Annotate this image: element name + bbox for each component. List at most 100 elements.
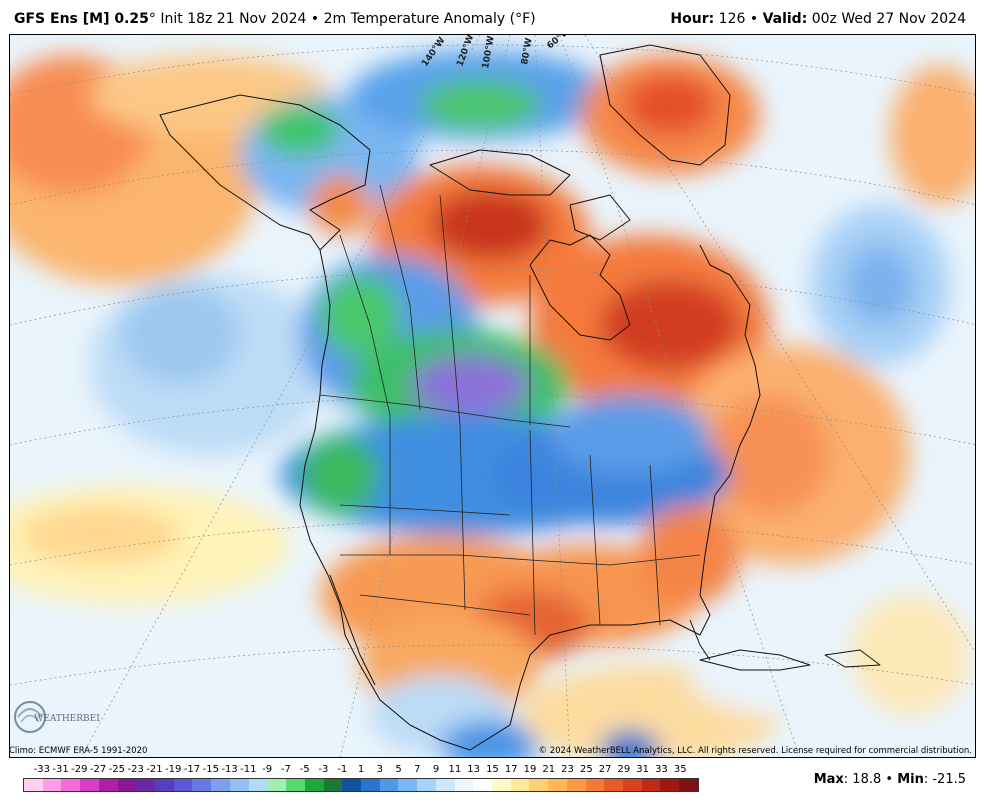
colorbar-swatch xyxy=(192,779,212,791)
map-title: GFS Ens [M] 0.25° Init 18z 21 Nov 2024 •… xyxy=(14,11,536,27)
colorbar-swatch xyxy=(566,779,586,791)
colorbar-swatch xyxy=(80,779,99,791)
colorbar-label: -3 xyxy=(318,764,329,775)
colorbar-swatch xyxy=(379,779,399,791)
colorbar-swatch xyxy=(61,779,81,791)
colorbar-swatch xyxy=(510,779,530,791)
colorbar-label: 25 xyxy=(579,764,593,775)
colorbar-label: -27 xyxy=(89,764,107,775)
separator: • xyxy=(306,11,324,27)
coastlines xyxy=(159,44,881,751)
colorbar-label: 1 xyxy=(357,764,365,775)
colorbar-swatch xyxy=(623,779,642,791)
model-name: GFS Ens [M] 0.25 xyxy=(14,11,149,27)
colorbar-label: 11 xyxy=(448,764,462,775)
anomaly-map: 140°W 120°W 100°W 80°W 60°W xyxy=(9,34,976,758)
hour-value: 126 xyxy=(714,11,750,27)
colorbar-label: -13 xyxy=(221,764,238,775)
colorbar-label: -7 xyxy=(280,764,291,775)
colorbar-swatch xyxy=(435,779,455,791)
borders xyxy=(319,184,701,636)
colorbar-label: 19 xyxy=(523,764,537,775)
init-time: Init 18z 21 Nov 2024 xyxy=(155,11,307,27)
colorbar-swatch xyxy=(155,779,174,791)
colorbar-swatch xyxy=(641,779,661,791)
colorbar-label: 35 xyxy=(673,764,687,775)
colorbar-swatch xyxy=(229,779,249,791)
colorbar-swatch xyxy=(173,779,193,791)
header: GFS Ens [M] 0.25° Init 18z 21 Nov 2024 •… xyxy=(0,0,984,34)
colorbar-swatch xyxy=(42,779,62,791)
valid-label: Valid: xyxy=(762,11,808,27)
colorbar-label: 3 xyxy=(376,764,383,775)
colorbar-swatch xyxy=(360,779,380,791)
colorbar-swatch xyxy=(398,779,418,791)
colorbar-swatch xyxy=(211,779,230,791)
colorbar-swatch xyxy=(529,779,549,791)
meridian-label: 80°W xyxy=(520,37,535,65)
colorbar-swatch xyxy=(473,779,492,791)
max-min: Max: 18.8 • Min: -21.5 xyxy=(814,772,966,787)
colorbar-swatch xyxy=(323,779,343,791)
colorbar-label: 31 xyxy=(636,764,650,775)
colorbar-label: -21 xyxy=(146,764,163,775)
colorbar-label: 15 xyxy=(486,764,499,775)
colorbar-swatch xyxy=(24,779,43,791)
colorbar-label: 21 xyxy=(542,764,556,775)
colorbar-label: -17 xyxy=(183,764,201,775)
colorbar-label: -31 xyxy=(52,764,69,775)
valid-time: Hour: 126 • Valid: 00z Wed 27 Nov 2024 xyxy=(670,11,966,27)
colorbar-swatch xyxy=(98,779,118,791)
colorbar-label: 7 xyxy=(414,764,421,775)
colorbar-label: 9 xyxy=(432,764,440,775)
degree-symbol: ° xyxy=(148,11,156,27)
colorbar-swatch xyxy=(267,779,287,791)
colorbar-label: -15 xyxy=(202,764,219,775)
valid-value: 00z Wed 27 Nov 2024 xyxy=(807,11,966,27)
colorbar-swatch xyxy=(304,779,324,791)
colorbar-label: 5 xyxy=(395,764,402,775)
anomaly-field xyxy=(10,50,975,757)
colorbar-swatch xyxy=(454,779,474,791)
colorbar-label: -29 xyxy=(71,764,88,775)
colorbar-label: 27 xyxy=(598,764,612,775)
max-value: : 18.8 • xyxy=(843,772,898,787)
colorbar-label: 13 xyxy=(467,764,481,775)
svg-text:WEATHERBELL: WEATHERBELL xyxy=(34,714,100,724)
colorbar-swatch xyxy=(679,779,698,791)
colorbar-label: -23 xyxy=(127,764,144,775)
colorbar-label: -19 xyxy=(165,764,182,775)
colorbar-swatch xyxy=(660,779,680,791)
map-canvas: 140°W 120°W 100°W 80°W 60°W xyxy=(10,35,975,757)
separator: • xyxy=(749,11,759,27)
colorbar-label: -9 xyxy=(262,764,273,775)
colorbar-swatch xyxy=(117,779,137,791)
climo-note: Climo: ECMWF ERA-5 1991-2020 xyxy=(9,746,148,756)
colorbar-label: -5 xyxy=(299,764,310,775)
colorbar-swatch xyxy=(491,779,511,791)
colorbar-label: -33 xyxy=(33,764,50,775)
colorbar: -33 -31 -29 -27 -25 -23 -21 -19 -17 -15 -13 -11 -9 -7… xyxy=(16,764,706,800)
field-name: 2m Temperature Anomaly (°F) xyxy=(323,11,536,27)
colorbar-label: -1 xyxy=(337,764,348,775)
colorbar-swatch xyxy=(136,779,156,791)
colorbar-swatch xyxy=(248,779,268,791)
colorbar-label: 29 xyxy=(617,764,631,775)
hour-label: Hour: xyxy=(670,11,715,27)
min-label: Min xyxy=(897,772,924,787)
colorbar-labels: -33 -31 -29 -27 -25 -23 -21 -19 -17 -15 -13 -11 -9 -7… xyxy=(16,764,706,778)
colorbar-label: 23 xyxy=(561,764,574,775)
copyright-note: © 2024 WeatherBELL Analytics, LLC. All r… xyxy=(538,746,972,756)
colorbar-swatch xyxy=(548,779,567,791)
colorbar-label: -25 xyxy=(108,764,126,775)
weatherbell-logo: WEATHERBELL xyxy=(12,695,108,739)
colorbar-swatch xyxy=(342,779,361,791)
colorbar-swatch xyxy=(417,779,436,791)
colorbar-label: -11 xyxy=(240,764,257,775)
colorbar-label: 33 xyxy=(655,764,668,775)
colorbar-swatch xyxy=(585,779,605,791)
colorbar-swatch xyxy=(604,779,623,791)
min-value: : -21.5 xyxy=(923,772,966,787)
colorbar-swatch xyxy=(286,779,305,791)
colorbar-label: 17 xyxy=(504,764,518,775)
